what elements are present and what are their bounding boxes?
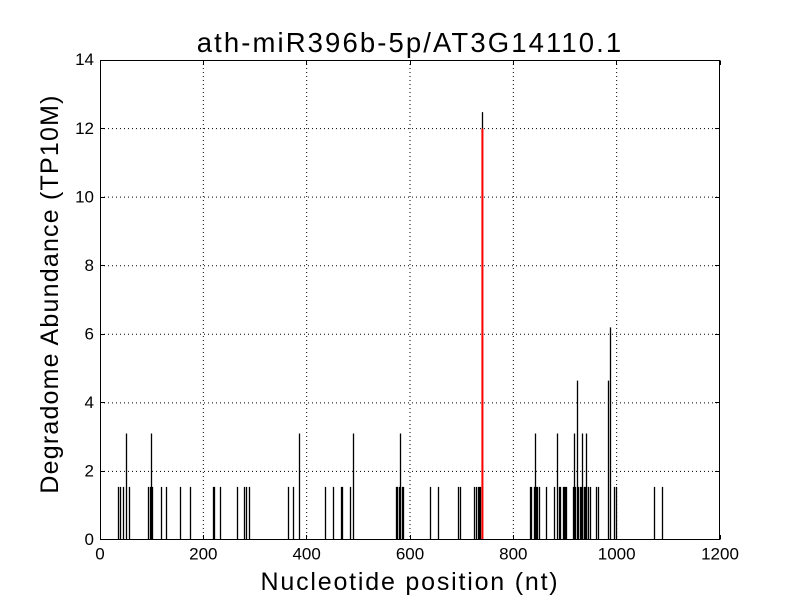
svg-text:Degradome Abundance (TP10M): Degradome Abundance (TP10M) — [36, 94, 64, 493]
svg-text:14: 14 — [75, 50, 94, 69]
svg-text:200: 200 — [189, 545, 217, 564]
svg-text:0: 0 — [85, 530, 94, 549]
svg-text:0: 0 — [95, 545, 104, 564]
svg-text:2: 2 — [85, 462, 94, 481]
svg-text:400: 400 — [292, 545, 320, 564]
svg-text:10: 10 — [75, 187, 94, 206]
svg-text:600: 600 — [396, 545, 424, 564]
svg-text:800: 800 — [499, 545, 527, 564]
svg-text:ath-miR396b-5p/AT3G14110.1: ath-miR396b-5p/AT3G14110.1 — [197, 27, 624, 58]
svg-text:1000: 1000 — [598, 545, 636, 564]
svg-text:8: 8 — [85, 256, 94, 275]
svg-text:Nucleotide position (nt): Nucleotide position (nt) — [261, 568, 560, 596]
svg-text:12: 12 — [75, 119, 94, 138]
svg-text:1200: 1200 — [701, 545, 739, 564]
svg-text:6: 6 — [85, 324, 94, 343]
svg-text:4: 4 — [85, 393, 94, 412]
